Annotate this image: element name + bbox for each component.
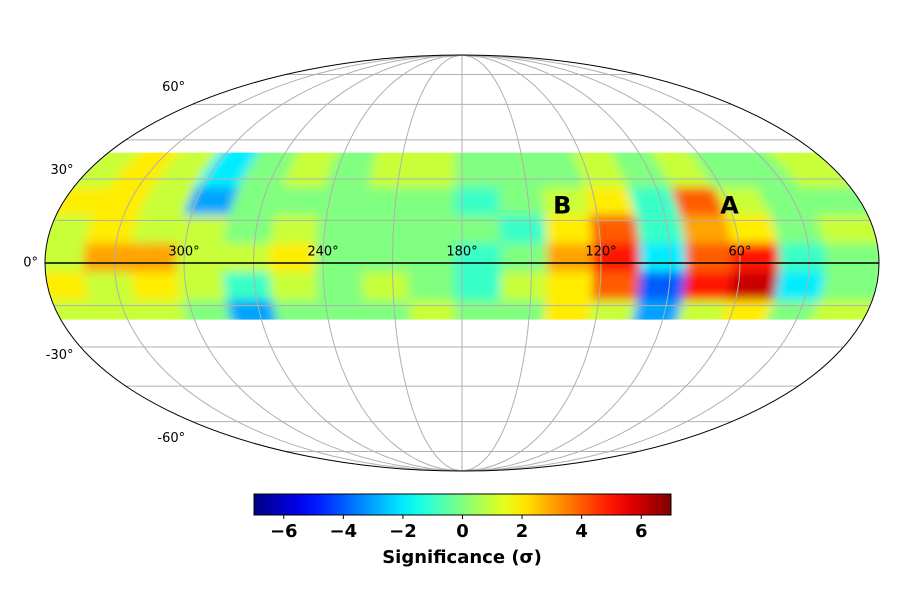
y-tick-label: 0° [23, 256, 38, 271]
colorbar-tick-label: 4 [575, 521, 588, 542]
heatmap-cell [411, 152, 470, 188]
colorbar-tick-label: −6 [270, 521, 298, 542]
graticule [45, 54, 879, 472]
heatmap-cell [682, 152, 773, 188]
x-tick-label: 240° [307, 245, 338, 260]
heatmap [45, 152, 879, 320]
colorbar-tick-label: 6 [635, 521, 648, 542]
x-tick-label: 120° [585, 245, 616, 260]
x-tick-label: 300° [168, 245, 199, 260]
annotation: B [553, 191, 571, 219]
heatmap-cell [645, 152, 729, 188]
heatmap-cell [758, 152, 859, 188]
map-outline [44, 54, 880, 472]
x-tick-label: 60° [728, 245, 751, 260]
colorbar-tick-label: −2 [389, 521, 417, 542]
y-tick-label: 30° [50, 163, 73, 178]
colorbar [253, 493, 672, 516]
annotation: A [720, 191, 739, 219]
y-tick-label: -60° [157, 431, 185, 446]
colorbar-tick-label: 2 [516, 521, 529, 542]
y-tick-label: -30° [46, 348, 74, 363]
colorbar-tick-label: −4 [330, 521, 358, 542]
colorbar-tick-label: 0 [456, 521, 469, 542]
colorbar-label: Significance (σ) [382, 547, 542, 568]
y-tick-label: 60° [162, 80, 185, 95]
x-tick-label: 180° [446, 245, 477, 260]
